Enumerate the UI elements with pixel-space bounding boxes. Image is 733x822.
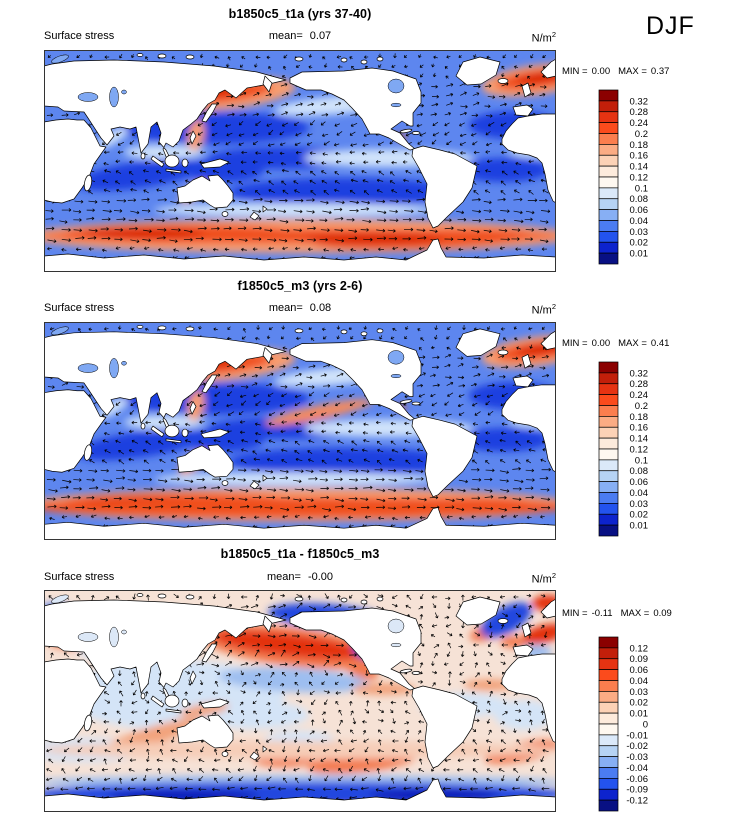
surface-stress-map-1 <box>25 50 591 273</box>
svg-text:0.16: 0.16 <box>630 151 649 162</box>
svg-text:0.2: 0.2 <box>635 129 648 140</box>
max-value: 0.09 <box>653 608 672 619</box>
svg-text:0.04: 0.04 <box>630 216 649 227</box>
svg-text:0.24: 0.24 <box>630 118 649 129</box>
svg-text:0.02: 0.02 <box>630 238 649 249</box>
panel-case1: b1850c5_t1a (yrs 37-40) Surface stress m… <box>0 0 733 273</box>
svg-text:0.06: 0.06 <box>630 477 649 488</box>
svg-text:0.28: 0.28 <box>630 107 649 118</box>
svg-text:0.03: 0.03 <box>630 499 649 510</box>
svg-text:-0.01: -0.01 <box>626 730 648 741</box>
field-label: Surface stress <box>44 571 115 583</box>
colorbar-legend-3: 0.120.090.060.040.030.020.010-0.01-0.02-… <box>598 636 649 812</box>
svg-text:0.32: 0.32 <box>630 368 649 379</box>
svg-text:-0.06: -0.06 <box>626 774 648 785</box>
min-value: -0.11 <box>591 608 613 619</box>
svg-text:-0.12: -0.12 <box>626 796 648 807</box>
panel-title: b1850c5_t1a - f1850c5_m3 <box>220 547 380 561</box>
svg-text:0.02: 0.02 <box>630 510 649 521</box>
svg-text:0.08: 0.08 <box>630 194 649 205</box>
svg-text:0.12: 0.12 <box>630 643 649 654</box>
minmax-readout: MIN = -0.11 MAX = 0.09 <box>562 608 680 619</box>
surface-stress-map-2 <box>25 322 591 541</box>
svg-text:0.32: 0.32 <box>630 96 649 107</box>
svg-text:0.24: 0.24 <box>630 390 649 401</box>
min-label: MIN = <box>562 66 588 77</box>
panel-title: b1850c5_t1a (yrs 37-40) <box>228 7 372 21</box>
mean-label: mean= <box>268 302 303 314</box>
minmax-readout: MIN = 0.00 MAX = 0.41 <box>562 338 677 349</box>
svg-text:0.1: 0.1 <box>635 183 648 194</box>
svg-text:-0.09: -0.09 <box>626 785 648 796</box>
minmax-readout: MIN = 0.00 MAX = 0.37 <box>562 66 677 77</box>
svg-text:0.12: 0.12 <box>630 172 649 183</box>
svg-text:0.09: 0.09 <box>630 654 649 665</box>
svg-text:0.02: 0.02 <box>630 698 649 709</box>
max-value: 0.41 <box>650 338 670 349</box>
panel-case2: f1850c5_m3 (yrs 2-6) Surface stress mean… <box>0 272 733 544</box>
field-label: Surface stress <box>44 302 115 314</box>
svg-text:0: 0 <box>643 719 648 730</box>
surface-stress-difference-map <box>24 590 572 814</box>
panel-difference: b1850c5_t1a - f1850c5_m3 Surface stress … <box>0 540 733 822</box>
min-value: 0.00 <box>591 66 611 77</box>
svg-text:0.08: 0.08 <box>630 466 649 477</box>
svg-text:0.01: 0.01 <box>630 249 649 260</box>
max-label: MAX = <box>618 66 647 77</box>
svg-text:0.04: 0.04 <box>630 488 649 499</box>
svg-text:0.18: 0.18 <box>630 140 649 151</box>
svg-text:-0.02: -0.02 <box>626 741 648 752</box>
mean-value: 0.07 <box>309 30 332 42</box>
max-label: MAX = <box>618 338 647 349</box>
mean-readout: mean= -0.00 <box>44 571 556 583</box>
svg-text:-0.03: -0.03 <box>626 752 648 763</box>
units-label: N/m2 <box>531 571 556 586</box>
units-label: N/m2 <box>531 30 556 45</box>
mean-value: 0.08 <box>309 302 332 314</box>
units-label: N/m2 <box>531 302 556 317</box>
min-label: MIN = <box>562 608 588 619</box>
min-value: 0.00 <box>591 338 611 349</box>
max-value: 0.37 <box>650 66 670 77</box>
svg-text:0.18: 0.18 <box>630 412 649 423</box>
svg-text:0.14: 0.14 <box>630 162 649 173</box>
mean-label: mean= <box>268 30 303 42</box>
max-label: MAX = <box>620 608 650 619</box>
panel-title: f1850c5_m3 (yrs 2-6) <box>237 279 363 293</box>
mean-value: -0.00 <box>307 571 334 583</box>
panel-subheader: Surface stress mean= -0.00 N/m2 <box>44 571 556 586</box>
svg-text:0.01: 0.01 <box>630 521 649 532</box>
svg-text:0.03: 0.03 <box>630 227 649 238</box>
mean-label: mean= <box>266 571 301 583</box>
colorbar-legend-1: 0.320.280.240.20.180.160.140.120.10.080.… <box>598 89 649 265</box>
colorbar-legend-2: 0.320.280.240.20.180.160.140.120.10.080.… <box>598 361 649 537</box>
svg-text:0.01: 0.01 <box>630 709 649 720</box>
mean-readout: mean= 0.07 <box>44 30 556 42</box>
panel-subheader: Surface stress mean= 0.08 N/m2 <box>44 302 556 317</box>
svg-text:0.06: 0.06 <box>630 205 649 216</box>
svg-text:0.06: 0.06 <box>630 665 649 676</box>
svg-text:0.2: 0.2 <box>635 401 648 412</box>
season-label: DJF <box>646 12 695 40</box>
panel-subheader: Surface stress mean= 0.07 N/m2 <box>44 30 556 45</box>
field-label: Surface stress <box>44 30 115 42</box>
svg-text:0.12: 0.12 <box>630 444 649 455</box>
svg-text:0.1: 0.1 <box>635 455 648 466</box>
svg-text:0.28: 0.28 <box>630 379 649 390</box>
svg-text:0.14: 0.14 <box>630 434 649 445</box>
min-label: MIN = <box>562 338 588 349</box>
svg-text:0.04: 0.04 <box>630 676 649 687</box>
mean-readout: mean= 0.08 <box>44 302 556 314</box>
svg-text:-0.04: -0.04 <box>626 763 648 774</box>
svg-text:0.16: 0.16 <box>630 423 649 434</box>
svg-text:0.03: 0.03 <box>630 687 649 698</box>
